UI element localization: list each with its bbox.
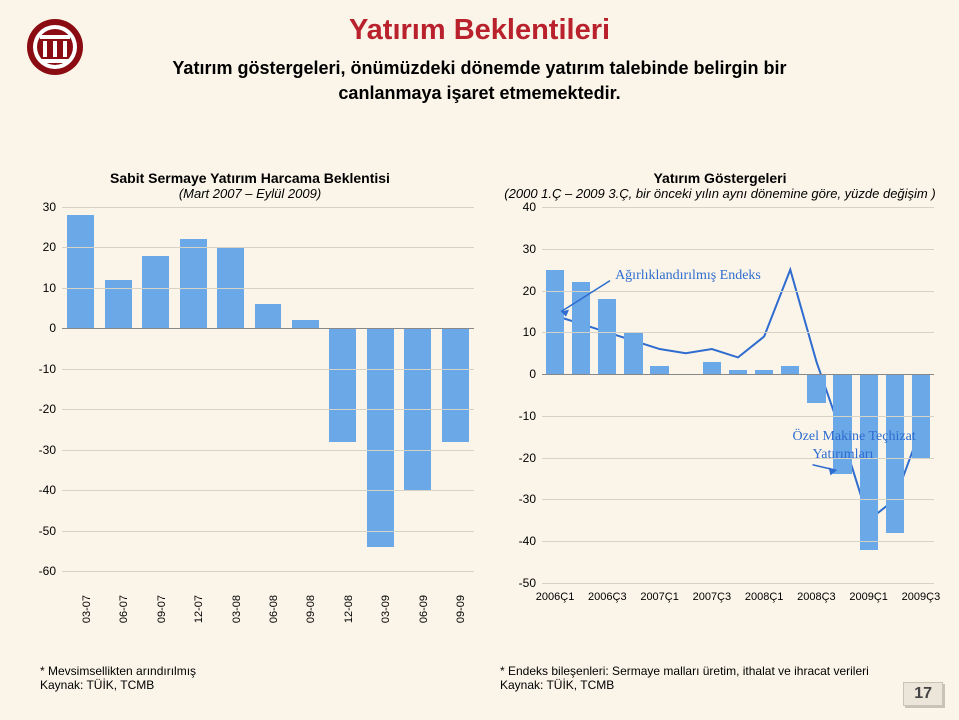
bar	[329, 328, 356, 441]
bar	[367, 328, 394, 546]
page-number: 17	[903, 682, 943, 706]
footer-right: * Endeks bileşenleri: Sermaye malları ür…	[500, 664, 869, 692]
right-chart-title: Yatırım Göstergeleri	[500, 170, 940, 186]
y-tick-label: -10	[20, 362, 56, 376]
bar	[442, 328, 469, 441]
y-tick-label: 20	[20, 240, 56, 254]
footer-left: * Mevsimsellikten arındırılmış Kaynak: T…	[40, 664, 196, 692]
right-chart-subtitle: (2000 1.Ç – 2009 3.Ç, bir önceki yılın a…	[500, 186, 940, 201]
footer-right-line2: Kaynak: TÜİK, TCMB	[500, 678, 869, 692]
annotation-arrows	[500, 207, 940, 607]
footer-left-line1: * Mevsimsellikten arındırılmış	[40, 664, 196, 678]
gridline	[62, 207, 474, 208]
y-tick-label: -50	[20, 524, 56, 538]
x-tick-label: 06-09	[418, 595, 430, 623]
gridline	[62, 369, 474, 370]
slide-page: Yatırım Beklentileri Yatırım göstergeler…	[0, 0, 959, 720]
left-chart-area: -60-50-40-30-20-10010203003-0706-0709-07…	[20, 207, 480, 607]
right-chart-area: Ağırlıklandırılmış Endeks Özel Makine Te…	[500, 207, 940, 607]
x-tick-label: 06-08	[268, 595, 280, 623]
gridline	[62, 247, 474, 248]
y-tick-label: -40	[20, 483, 56, 497]
gridline	[62, 531, 474, 532]
page-title: Yatırım Beklentileri	[0, 14, 959, 47]
x-tick-label: 09-07	[156, 595, 168, 623]
gridline	[62, 328, 474, 329]
y-tick-label: -20	[20, 402, 56, 416]
x-tick-label: 12-07	[193, 595, 205, 623]
x-tick-label: 03-07	[81, 595, 93, 623]
footer-right-line1: * Endeks bileşenleri: Sermaye malları ür…	[500, 664, 869, 678]
right-chart-panel: Yatırım Göstergeleri (2000 1.Ç – 2009 3.…	[500, 170, 940, 607]
x-tick-label: 03-08	[231, 595, 243, 623]
left-chart-subtitle: (Mart 2007 – Eylül 2009)	[20, 186, 480, 201]
x-tick-label: 06-07	[118, 595, 130, 623]
left-chart-title: Sabit Sermaye Yatırım Harcama Beklentisi	[20, 170, 480, 186]
subtitle-line-1: Yatırım göstergeleri, önümüzdeki dönemde…	[0, 58, 959, 79]
x-tick-label: 03-09	[380, 595, 392, 623]
y-tick-label: -30	[20, 443, 56, 457]
subtitle-line-2: canlanmaya işaret etmemektedir.	[0, 83, 959, 104]
x-tick-label: 12-08	[343, 595, 355, 623]
bar	[292, 320, 319, 328]
bar	[142, 256, 169, 329]
gridline	[62, 288, 474, 289]
x-tick-label: 09-08	[305, 595, 317, 623]
y-tick-label: -60	[20, 564, 56, 578]
y-tick-label: 30	[20, 200, 56, 214]
gridline	[62, 450, 474, 451]
gridline	[62, 490, 474, 491]
x-tick-label: 09-09	[455, 595, 467, 623]
y-tick-label: 0	[20, 321, 56, 335]
y-tick-label: 10	[20, 281, 56, 295]
left-plot	[62, 207, 474, 571]
gridline	[62, 409, 474, 410]
bar	[67, 215, 94, 328]
bar	[255, 304, 282, 328]
gridline	[62, 571, 474, 572]
left-chart-panel: Sabit Sermaye Yatırım Harcama Beklentisi…	[20, 170, 480, 607]
bar	[180, 239, 207, 328]
footer-left-line2: Kaynak: TÜİK, TCMB	[40, 678, 196, 692]
